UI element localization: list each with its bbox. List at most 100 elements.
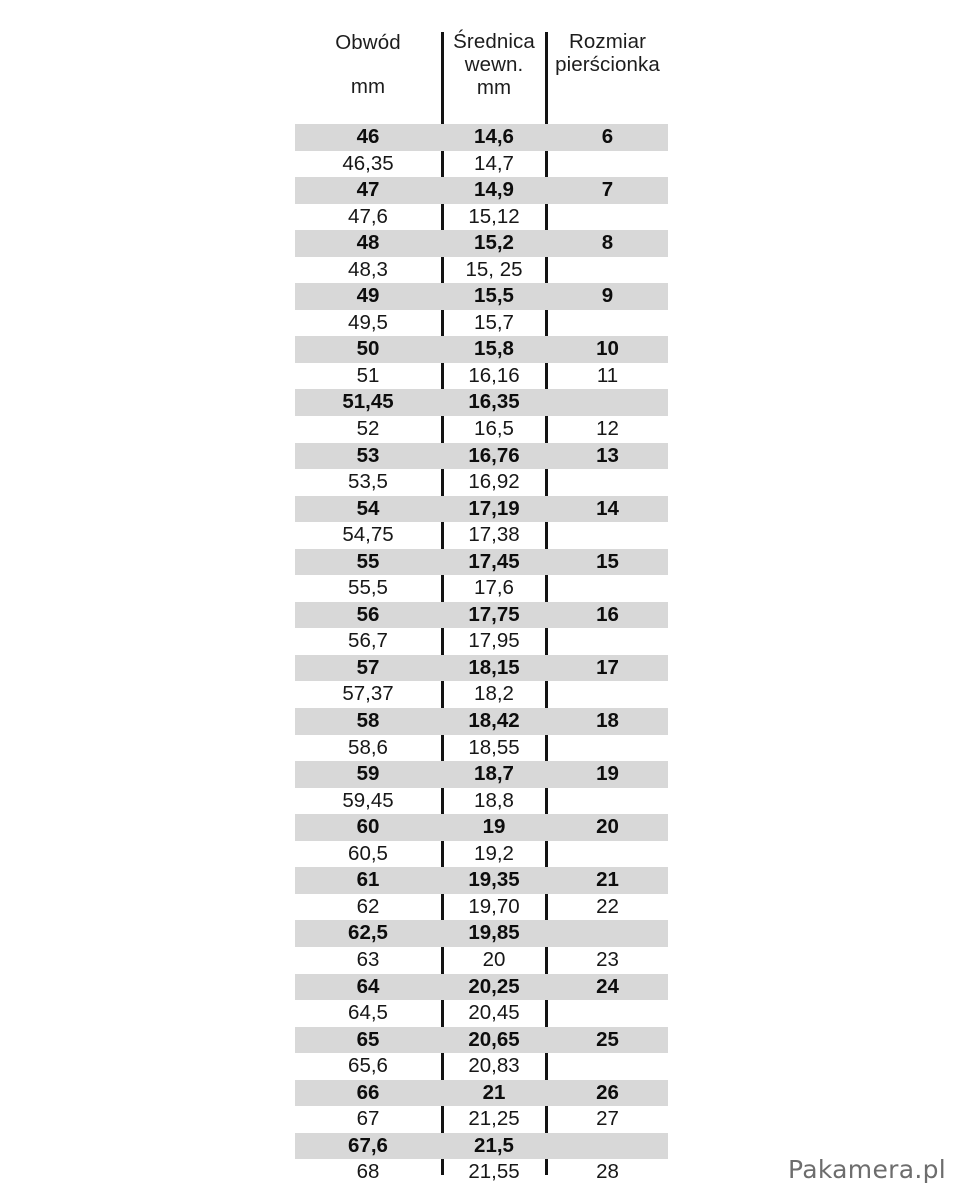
cell-rozmiar: 13	[596, 443, 619, 467]
table-row: 46,35 14,7	[295, 151, 668, 178]
cell-obwod: 51	[356, 363, 380, 387]
table-body: 46 14,6 6 46,35 14,7 47 14,9 7 47,6 15,12 48 15,2 8 4…	[295, 124, 668, 1186]
cell-srednica: 18,2	[474, 682, 514, 706]
cell-obwod: 56,7	[348, 629, 388, 653]
cell-rozmiar: 11	[596, 363, 619, 387]
cell-rozmiar: 18	[596, 709, 619, 733]
cell-rozmiar: 20	[596, 815, 619, 839]
cell-srednica: 16,92	[468, 470, 520, 494]
table-row: 68 21,55 28	[295, 1159, 668, 1186]
table-row: 60 19 20	[295, 814, 668, 841]
cell-srednica: 18,42	[468, 709, 520, 733]
cell-rozmiar: 12	[596, 417, 619, 441]
cell-srednica: 19,2	[474, 841, 514, 865]
cell-rozmiar: 7	[601, 178, 614, 202]
cell-srednica: 19	[482, 815, 506, 839]
cell-srednica: 18,7	[474, 762, 514, 786]
cell-srednica: 15,5	[474, 284, 514, 308]
cell-obwod: 50	[356, 337, 380, 361]
cell-obwod: 62,5	[348, 921, 388, 945]
cell-srednica: 19,85	[468, 921, 520, 945]
cell-obwod: 59	[356, 762, 380, 786]
cell-obwod: 49,5	[348, 310, 388, 334]
cell-obwod: 51,45	[342, 390, 394, 414]
cell-obwod: 46	[356, 125, 380, 148]
cell-srednica: 18,8	[474, 788, 514, 812]
cell-obwod: 64	[356, 974, 380, 998]
cell-obwod: 49	[356, 284, 380, 308]
cell-obwod: 64,5	[348, 1001, 388, 1025]
table-row: 56,7 17,95	[295, 628, 668, 655]
cell-srednica: 15,8	[474, 337, 514, 361]
column-header-obwod: Obwód mm	[295, 30, 441, 99]
table-row: 60,5 19,2	[295, 841, 668, 868]
column-header-srednica-unit: mm	[476, 76, 512, 99]
cell-srednica: 19,35	[468, 868, 520, 892]
table-row: 67,6 21,5	[295, 1132, 668, 1160]
cell-srednica: 17,6	[474, 576, 514, 600]
column-header-obwod-title: Obwód	[335, 31, 401, 54]
cell-obwod: 67	[356, 1107, 380, 1131]
cell-obwod: 55	[356, 549, 380, 573]
column-header-rozmiar-title: Rozmiar	[568, 30, 646, 53]
cell-rozmiar: 16	[596, 602, 619, 626]
cell-srednica: 14,9	[474, 178, 514, 202]
cell-obwod: 61	[356, 868, 380, 892]
cell-obwod: 58,6	[348, 735, 388, 759]
size-table: Obwód mm Średnica wewn. mm Rozmiar pierś…	[295, 0, 668, 1200]
table-row: 57 18,15 17	[295, 654, 668, 682]
cell-srednica: 15, 25	[465, 257, 523, 281]
table-row: 53 16,76 13	[295, 442, 668, 470]
cell-obwod: 53	[356, 443, 380, 467]
table-row: 59 18,7 19	[295, 761, 668, 788]
cell-srednica: 17,38	[468, 523, 520, 547]
table-row: 55,5 17,6	[295, 575, 668, 602]
cell-rozmiar: 23	[596, 947, 619, 971]
cell-srednica: 20	[482, 947, 506, 971]
table-row: 65,6 20,83	[295, 1053, 668, 1080]
table-row: 47 14,9 7	[295, 177, 668, 204]
table-row: 64 20,25 24	[295, 973, 668, 1001]
table-row: 62 19,70 22	[295, 894, 668, 921]
table-row: 51 16,16 11	[295, 363, 668, 390]
cell-srednica: 21,55	[468, 1160, 520, 1184]
cell-srednica: 20,25	[468, 974, 520, 998]
cell-rozmiar: 6	[601, 125, 614, 148]
cell-rozmiar: 24	[596, 974, 619, 998]
cell-srednica: 16,16	[468, 363, 520, 387]
cell-srednica: 14,7	[474, 151, 514, 175]
cell-rozmiar: 15	[596, 549, 619, 573]
table-row: 62,5 19,85	[295, 920, 668, 947]
table-row: 49,5 15,7	[295, 310, 668, 337]
cell-srednica: 20,65	[468, 1027, 520, 1051]
cell-rozmiar: 19	[596, 762, 619, 786]
cell-obwod: 54	[356, 496, 380, 520]
cell-rozmiar: 22	[596, 894, 619, 918]
cell-obwod: 48	[356, 231, 380, 255]
cell-rozmiar: 26	[596, 1080, 619, 1104]
table-row: 61 19,35 21	[295, 867, 668, 894]
table-row: 58 18,42 18	[295, 708, 668, 735]
table-row: 48 15,2 8	[295, 230, 668, 257]
cell-obwod: 47,6	[348, 204, 388, 228]
column-header-srednica-subtitle: wewn.	[464, 53, 524, 76]
table-row: 56 17,75 16	[295, 601, 668, 629]
table-row: 51,45 16,35	[295, 389, 668, 416]
cell-rozmiar: 8	[601, 231, 614, 255]
table-row: 59,45 18,8	[295, 788, 668, 815]
cell-obwod: 68	[356, 1160, 380, 1184]
cell-srednica: 18,15	[468, 655, 520, 679]
cell-obwod: 54,75	[342, 523, 394, 547]
cell-obwod: 57	[356, 655, 380, 679]
cell-srednica: 16,35	[468, 390, 520, 414]
cell-obwod: 52	[356, 417, 380, 441]
table-header-row: Obwód mm Średnica wewn. mm Rozmiar pierś…	[295, 0, 668, 120]
table-row: 58,6 18,55	[295, 735, 668, 762]
cell-obwod: 55,5	[348, 576, 388, 600]
cell-srednica: 15,2	[474, 231, 514, 255]
table-row: 52 16,5 12	[295, 416, 668, 443]
cell-srednica: 16,5	[474, 417, 514, 441]
table-row: 53,5 16,92	[295, 469, 668, 496]
cell-rozmiar: 28	[596, 1160, 619, 1184]
